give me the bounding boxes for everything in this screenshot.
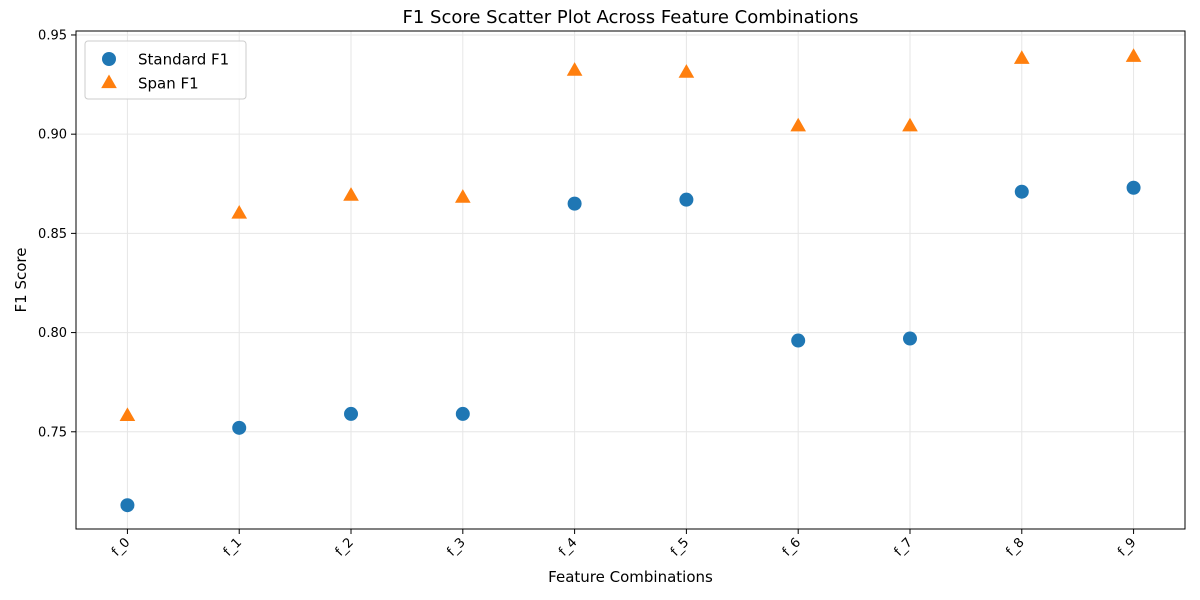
standard-f1-point — [1014, 184, 1029, 199]
standard-f1-point — [344, 406, 359, 421]
span-f1-point — [119, 407, 136, 422]
standard-f1-point — [455, 406, 470, 421]
legend-label: Standard F1 — [138, 51, 229, 69]
chart-title: F1 Score Scatter Plot Across Feature Com… — [403, 7, 859, 28]
span-f1-point — [231, 205, 248, 219]
legend-label: Span F1 — [138, 75, 199, 93]
span-f1-point — [1013, 50, 1030, 64]
y-tick-label: 0.90 — [38, 128, 67, 143]
y-tick-label: 0.75 — [38, 425, 67, 440]
standard-f1-point — [120, 498, 135, 513]
span-f1-point — [902, 117, 918, 132]
marks-layer — [119, 48, 1142, 513]
x-axis-label: Feature Combinations — [548, 568, 713, 586]
legend-box — [84, 40, 247, 100]
standard-f1-point — [791, 333, 806, 348]
span-f1-point — [678, 64, 695, 78]
standard-f1-point — [679, 192, 694, 207]
span-f1-point — [343, 187, 359, 201]
legend-triangle-marker — [101, 74, 117, 89]
y-axis-label: F1 Score — [12, 248, 30, 313]
ticks-layer: f_0 f_1 f_2 f_3 f_4 f_5 f_6 f_7 f_8 f_90.750.800.… — [38, 28, 1139, 559]
legend: Standard F1 Span F1 — [84, 40, 247, 100]
y-tick-label: 0.85 — [38, 227, 67, 242]
span-f1-point — [790, 117, 807, 132]
y-tick-label: 0.80 — [38, 326, 67, 341]
standard-f1-point — [1126, 180, 1141, 195]
span-f1-point — [1125, 48, 1142, 62]
standard-f1-point — [567, 196, 582, 211]
standard-f1-point — [232, 420, 247, 435]
span-f1-point — [454, 189, 471, 203]
standard-f1-point — [902, 331, 917, 346]
plot-frame — [75, 30, 1186, 530]
span-f1-point — [566, 62, 583, 76]
grid-layer — [76, 31, 1185, 529]
legend-circle-marker — [102, 52, 116, 66]
y-tick-label: 0.95 — [38, 28, 67, 43]
